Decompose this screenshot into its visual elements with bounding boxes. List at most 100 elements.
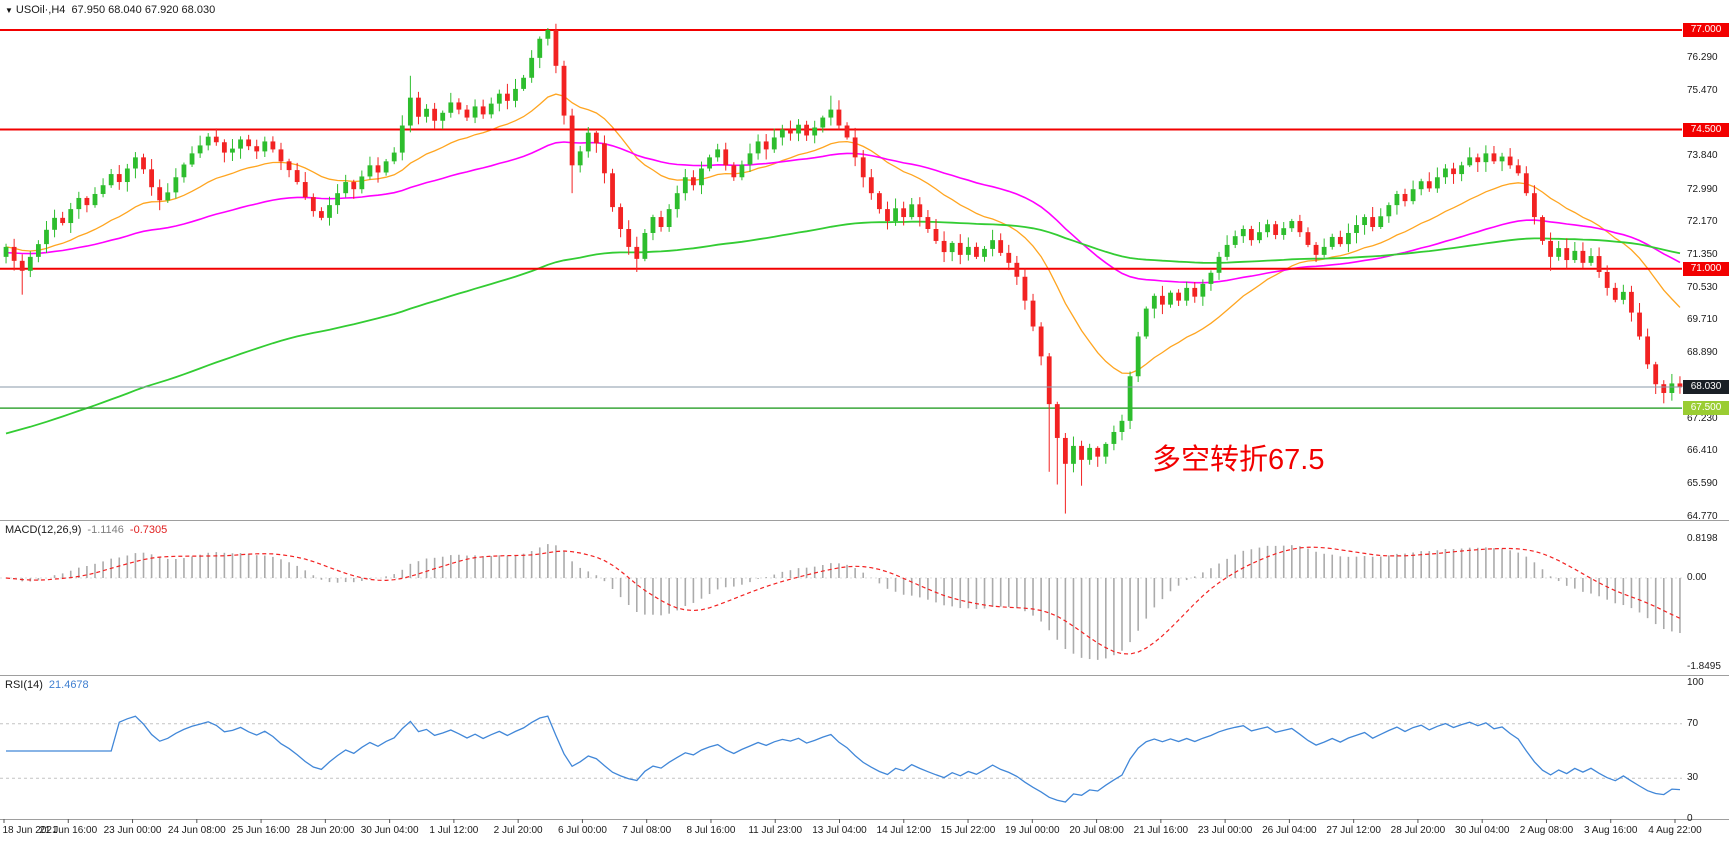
level-price-chip: 71.000 (1683, 261, 1729, 276)
candle-body (1620, 291, 1626, 300)
candle-body (246, 139, 252, 147)
symbol-marker-icon: ▼ (5, 6, 13, 15)
candle-body (796, 124, 801, 134)
price-axis[interactable]: 76.290 75.470 73.840 72.990 72.170 71.350 70.5… (1683, 0, 1729, 845)
candle-body (836, 109, 842, 126)
candle-body (165, 192, 171, 201)
price-axis-label: 64.770 (1687, 510, 1718, 522)
candle-body (351, 182, 357, 190)
candle-body (593, 132, 599, 144)
time-axis-label: 21 Jul 16:00 (1133, 825, 1189, 836)
candle-body (1572, 250, 1578, 261)
time-axis-label: 27 Jul 12:00 (1326, 825, 1381, 836)
candle-body (319, 211, 324, 218)
time-axis-label: 11 Jul 23:00 (748, 825, 803, 836)
time-axis-label: 30 Jun 04:00 (360, 825, 419, 836)
candle-body (1022, 276, 1028, 301)
price-axis-label: 72.170 (1687, 216, 1718, 228)
candle-body (545, 30, 551, 39)
candle-body (1329, 236, 1335, 247)
candle-body (626, 229, 632, 247)
time-axis-label: 24 Jun 08:00 (167, 825, 226, 836)
price-axis-label: 72.990 (1687, 183, 1718, 195)
candle-body (634, 246, 640, 259)
candle-body (666, 209, 672, 228)
candle-body (852, 137, 858, 158)
time-axis-label: 13 Jul 04:00 (812, 825, 867, 836)
candle-body (1289, 221, 1295, 229)
candle-body (1079, 445, 1084, 460)
candle-body (1265, 224, 1270, 233)
candle-body (682, 177, 688, 194)
candle-body (577, 151, 583, 166)
macd-signal-line (5, 546, 1681, 655)
candle-body (375, 165, 381, 173)
time-axis-label: 23 Jul 00:00 (1197, 825, 1253, 836)
candle-body (496, 93, 502, 104)
candle-body (941, 240, 947, 253)
current-price-chip: 68.030 (1683, 380, 1729, 394)
time-axis[interactable]: 18 Jun 2021 21 Jun 16:00 23 Jun 00:00 24 Ju… (0, 825, 1729, 845)
time-axis-label: 7 Jul 08:00 (622, 825, 672, 836)
price-axis-label: 75.470 (1687, 84, 1718, 96)
time-axis-label: 19 Jul 00:00 (1005, 825, 1060, 836)
candle-body (1321, 246, 1327, 255)
candle-body (965, 246, 971, 255)
candle-body (1475, 157, 1481, 163)
candle-body (909, 204, 915, 218)
rsi-axis-label: 100 (1687, 677, 1704, 688)
candle-body (35, 244, 41, 257)
time-axis-label: 6 Jul 00:00 (557, 825, 607, 836)
candle-body (602, 143, 607, 174)
candle-body (1257, 232, 1262, 241)
macd-axis-label: 0.8198 (1687, 532, 1718, 544)
candle-body (1224, 244, 1230, 257)
price-axis-label: 76.290 (1687, 52, 1718, 64)
candle-body (1354, 225, 1359, 233)
candle-body (990, 240, 996, 249)
candle-body (1370, 217, 1376, 228)
candle-body (771, 137, 777, 150)
candle-body (747, 153, 753, 165)
candle-body (1467, 157, 1473, 166)
candle-body (3, 246, 9, 257)
candle-body (367, 165, 373, 177)
candle-body (1111, 431, 1117, 444)
candle-body (68, 209, 74, 224)
candle-body (1402, 193, 1408, 202)
candle-body (1200, 283, 1206, 297)
candle-body (1540, 217, 1545, 241)
candle-body (642, 232, 648, 259)
rsi-line (6, 715, 1681, 803)
candle-body (100, 185, 106, 194)
candle-body (699, 168, 704, 186)
candle-body (1297, 221, 1303, 233)
candle-body (440, 112, 446, 121)
candle-body (1248, 229, 1254, 241)
time-axis-label: 21 Jun 16:00 (39, 825, 98, 836)
candle-body (618, 207, 624, 229)
candle-body (876, 193, 882, 210)
candle-body (1669, 383, 1675, 393)
candle-body (933, 229, 939, 241)
candle-body (108, 174, 114, 186)
candle-body (1216, 256, 1222, 273)
rsi-value: 21.4678 (48, 679, 89, 691)
macd-axis-label: 0.00 (1687, 572, 1707, 583)
candle-body (820, 117, 826, 128)
price-axis-label: 66.410 (1687, 445, 1718, 457)
candle-body (1386, 205, 1392, 217)
candle-body (1580, 250, 1586, 263)
candle-body (1434, 177, 1440, 189)
candle-body (1232, 236, 1238, 245)
candle-body (715, 149, 721, 158)
candle-body (731, 165, 737, 178)
candle-body (553, 30, 559, 66)
candle-body (1459, 165, 1465, 175)
candle-body (1523, 173, 1529, 194)
time-axis-label: 25 Jun 16:00 (232, 825, 290, 836)
candle-body (690, 177, 696, 186)
candle-body (1071, 445, 1076, 464)
